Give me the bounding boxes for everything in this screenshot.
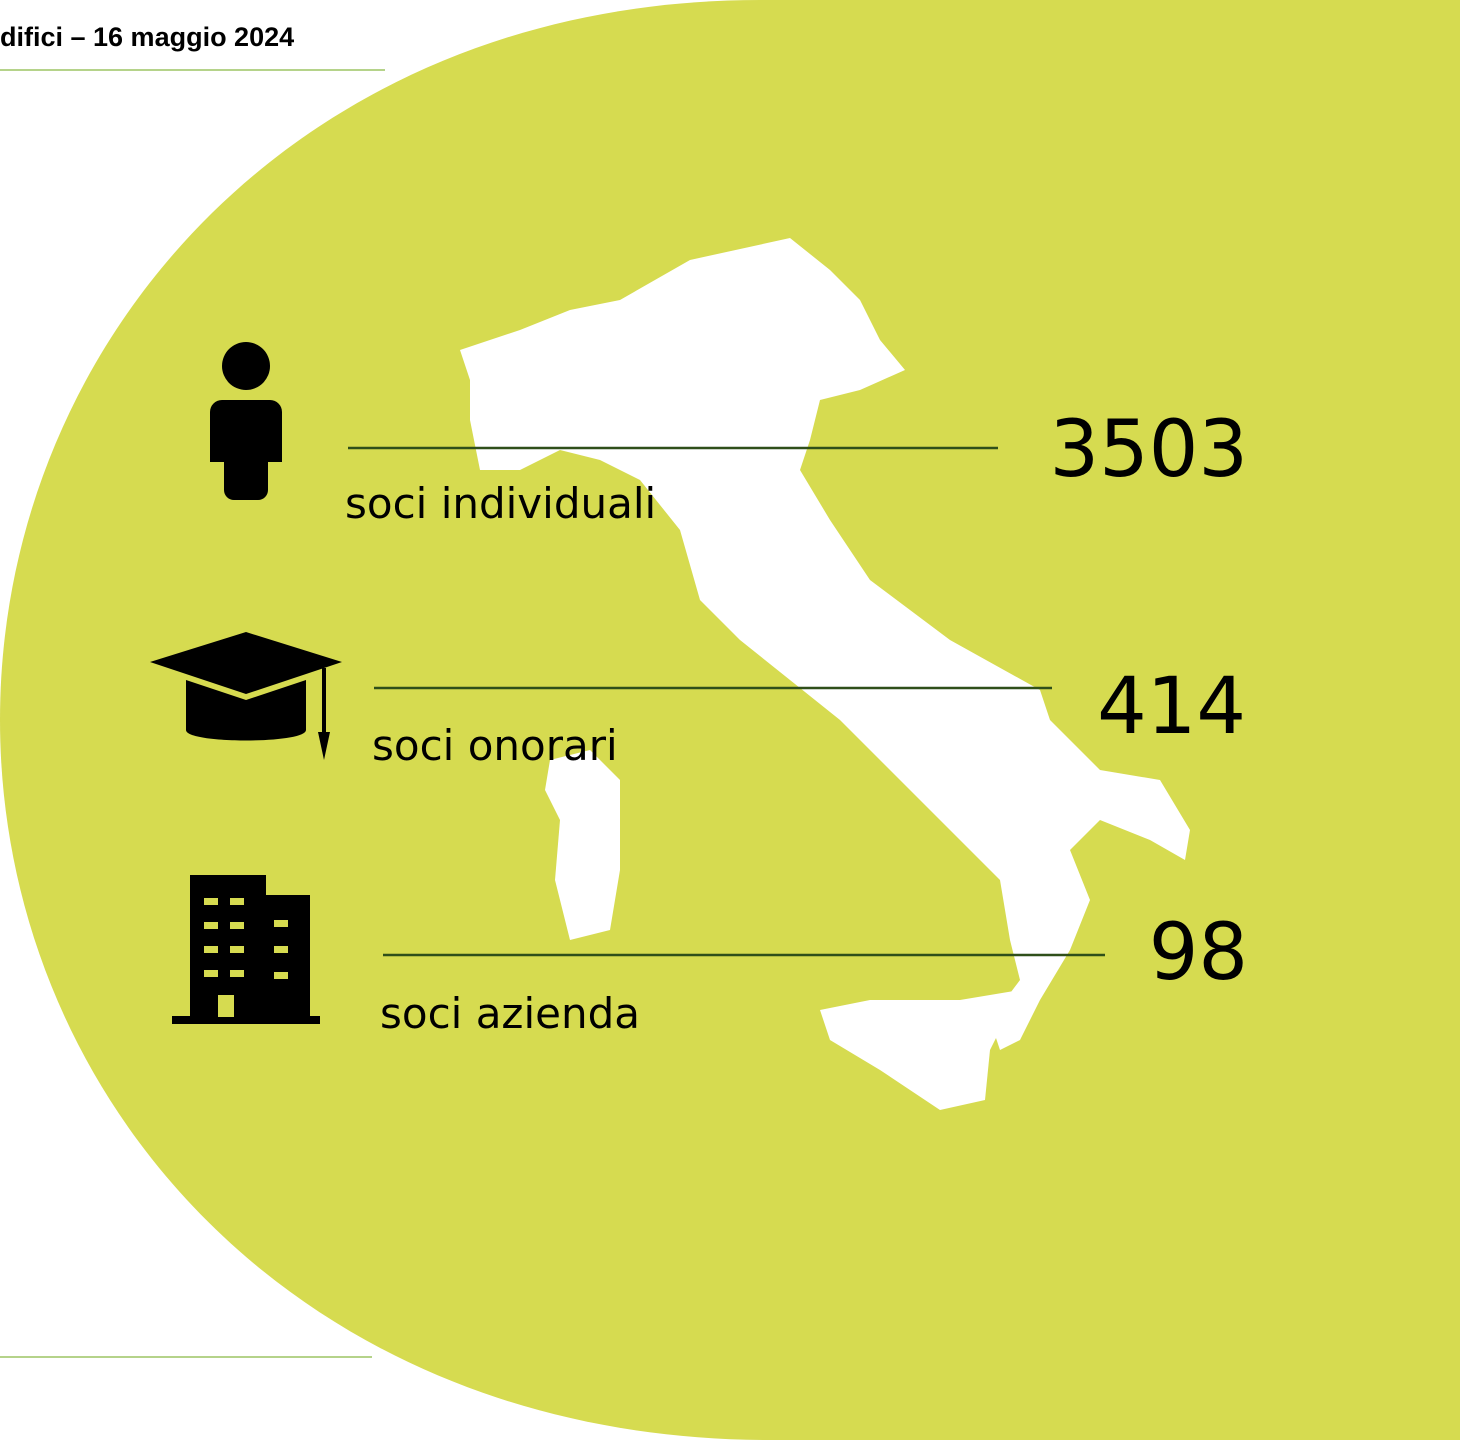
graduation-icon (150, 632, 342, 760)
stat-label: soci individuali (345, 479, 656, 528)
building-icon (172, 875, 320, 1024)
person-icon (210, 342, 282, 500)
stat-label: soci onorari (372, 721, 618, 770)
stat-label: soci azienda (380, 989, 640, 1038)
stat-value: 98 (1149, 908, 1248, 998)
stat-value: 414 (1097, 662, 1246, 752)
stat-value: 3503 (1049, 405, 1248, 495)
header-title: difici – 16 maggio 2024 (0, 22, 294, 52)
italy-map (460, 238, 1190, 1110)
